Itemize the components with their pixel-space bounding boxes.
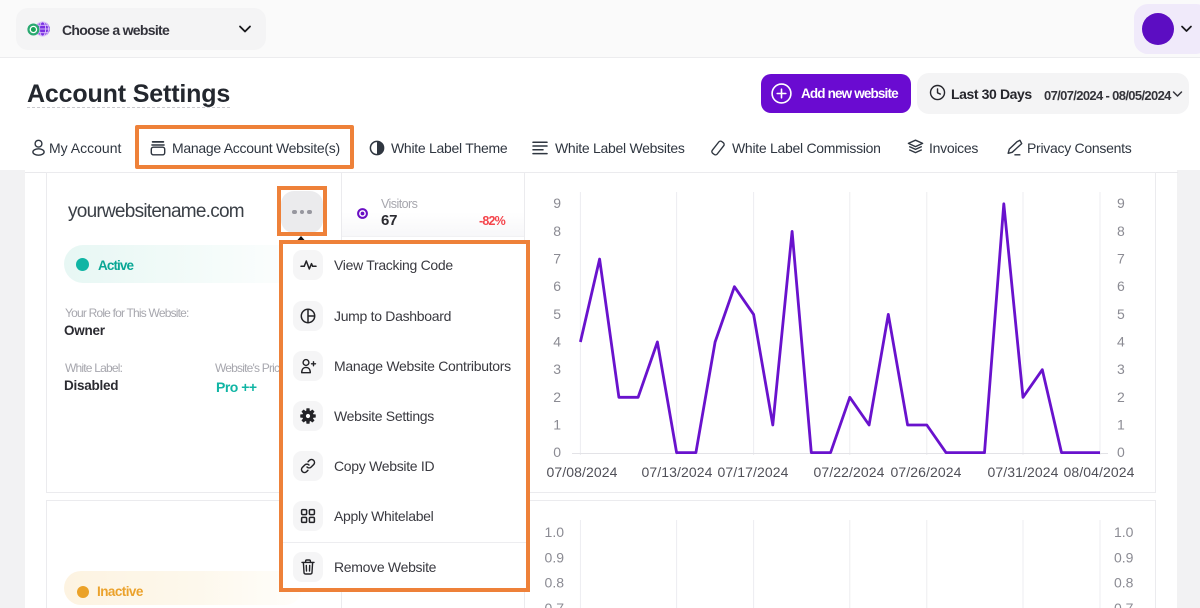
svg-text:3: 3 xyxy=(1117,361,1125,377)
svg-text:1.0: 1.0 xyxy=(545,524,565,540)
svg-text:1: 1 xyxy=(1117,416,1125,432)
svg-text:5: 5 xyxy=(553,306,561,322)
svg-text:07/17/2024: 07/17/2024 xyxy=(717,464,788,480)
svg-text:9: 9 xyxy=(553,195,561,211)
svg-text:7: 7 xyxy=(1117,251,1125,267)
svg-text:0: 0 xyxy=(553,444,561,460)
svg-text:1: 1 xyxy=(553,416,561,432)
svg-text:3: 3 xyxy=(553,361,561,377)
svg-text:8: 8 xyxy=(553,223,561,239)
svg-text:4: 4 xyxy=(1117,334,1125,350)
svg-text:0.7: 0.7 xyxy=(545,600,565,608)
svg-text:5: 5 xyxy=(1117,306,1125,322)
svg-text:07/08/2024: 07/08/2024 xyxy=(546,464,617,480)
svg-text:0.7: 0.7 xyxy=(1114,600,1134,608)
svg-text:0.8: 0.8 xyxy=(545,575,565,591)
svg-text:07/31/2024: 07/31/2024 xyxy=(987,464,1058,480)
svg-text:2: 2 xyxy=(1117,389,1125,405)
svg-text:4: 4 xyxy=(553,334,561,350)
svg-text:0.9: 0.9 xyxy=(545,549,565,565)
svg-text:8: 8 xyxy=(1117,223,1125,239)
svg-text:7: 7 xyxy=(553,251,561,267)
svg-text:2: 2 xyxy=(553,389,561,405)
svg-text:07/22/2024: 07/22/2024 xyxy=(813,464,884,480)
svg-text:0.8: 0.8 xyxy=(1114,575,1134,591)
svg-text:6: 6 xyxy=(1117,278,1125,294)
svg-text:07/26/2024: 07/26/2024 xyxy=(890,464,961,480)
svg-text:1.0: 1.0 xyxy=(1114,524,1134,540)
svg-text:0: 0 xyxy=(1117,444,1125,460)
svg-text:6: 6 xyxy=(553,278,561,294)
svg-text:0.9: 0.9 xyxy=(1114,549,1134,565)
svg-text:9: 9 xyxy=(1117,195,1125,211)
svg-text:07/13/2024: 07/13/2024 xyxy=(641,464,712,480)
svg-text:08/04/2024: 08/04/2024 xyxy=(1063,464,1134,480)
